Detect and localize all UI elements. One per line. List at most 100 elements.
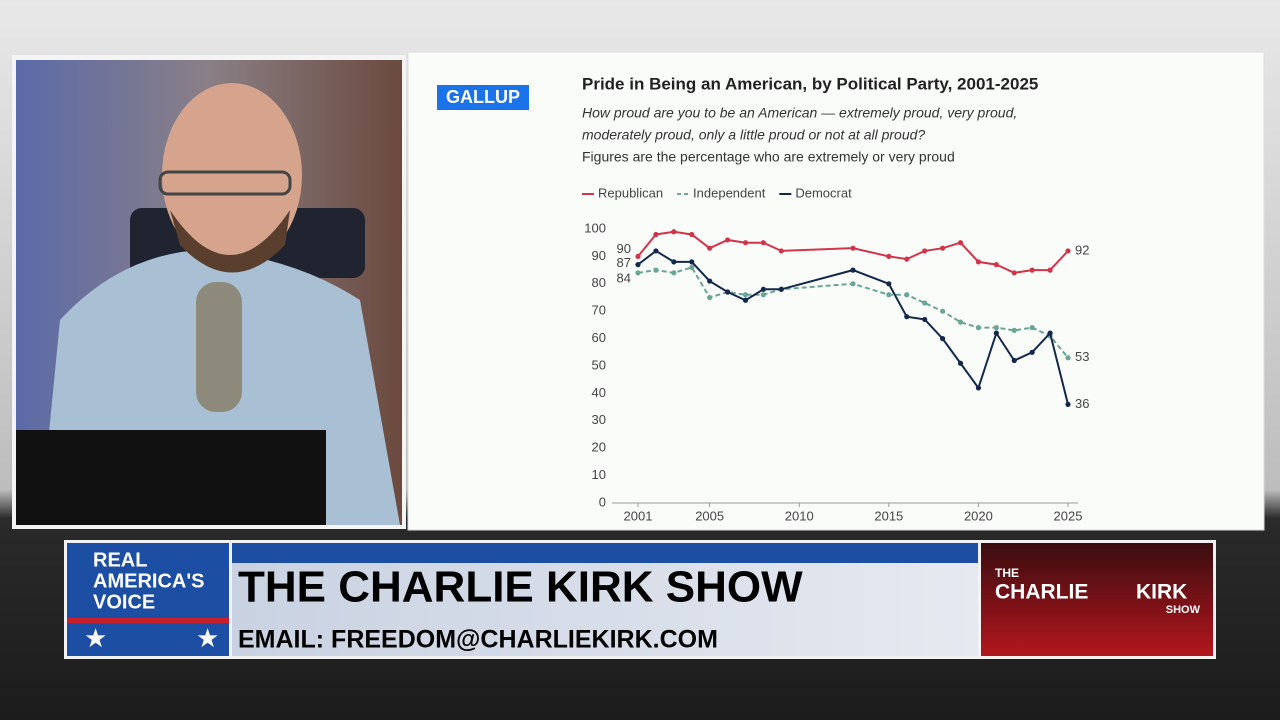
data-point (886, 253, 892, 259)
data-point (904, 256, 910, 262)
logo-box (437, 85, 529, 110)
x-tick-label: 2001 (624, 508, 653, 523)
data-point (993, 330, 999, 336)
data-point (724, 237, 731, 243)
data-point (653, 248, 659, 254)
subtitle: moderately proud, only a little proud or… (582, 127, 925, 143)
data-point (993, 325, 999, 331)
data-point (742, 240, 749, 246)
legend-label: Independent (693, 185, 766, 200)
data-point (635, 270, 641, 276)
data-point (760, 292, 767, 298)
chart-title: Pride in Being an American, by Political… (582, 74, 1038, 93)
data-point (653, 267, 659, 273)
data-point (635, 262, 641, 268)
data-point (707, 245, 713, 251)
logo: GALLUP (446, 87, 520, 107)
x-tick-label: 2015 (874, 508, 903, 523)
data-label: 87 (617, 255, 631, 270)
note: Figures are the percentage who are extre… (582, 149, 955, 165)
x-tick-label: 2020 (964, 508, 993, 523)
legend-label: Republican (598, 185, 663, 200)
show-logo: KIRK (1136, 581, 1187, 604)
x-tick-label: 2025 (1054, 508, 1083, 523)
x-tick-label: 2005 (695, 508, 724, 523)
show-title: THE CHARLIE KIRK SHOW (238, 563, 803, 612)
data-point (1047, 267, 1053, 273)
data-point (778, 286, 784, 292)
y-tick-label: 90 (592, 248, 606, 263)
network-logo: AMERICA'S (93, 570, 204, 592)
data-point (760, 286, 767, 292)
y-tick-label: 70 (592, 303, 606, 318)
y-tick-label: 30 (592, 412, 606, 427)
legend-label: Democrat (795, 185, 852, 200)
subtitle: How proud are you to be an American — ex… (582, 105, 1017, 121)
data-point (957, 360, 964, 366)
data-point (778, 248, 784, 254)
y-tick-label: 100 (584, 220, 606, 235)
data-point (1047, 330, 1053, 336)
data-point (957, 319, 964, 325)
y-tick-label: 20 (592, 440, 606, 455)
y-tick-label: 10 (592, 467, 606, 482)
chart-panel (407, 51, 1265, 531)
data-point (689, 259, 695, 265)
data-point (1011, 270, 1017, 276)
data-point (1029, 325, 1035, 331)
data-point (850, 281, 856, 287)
data-point (707, 278, 713, 284)
data-point (939, 308, 946, 314)
x-tick-label: 2010 (785, 508, 814, 523)
show-logo: THE (995, 566, 1019, 580)
data-point (1011, 357, 1017, 364)
data-point (707, 294, 713, 301)
data-point (850, 267, 856, 273)
data-point (671, 229, 677, 235)
star: ★ (84, 623, 107, 653)
data-point (1065, 401, 1071, 407)
data-label: 53 (1075, 349, 1089, 364)
data-point (975, 259, 982, 265)
data-point (1011, 327, 1017, 333)
data-point (904, 314, 910, 320)
show-logo: SHOW (1166, 604, 1201, 616)
data-point (939, 336, 946, 342)
data-point (904, 292, 910, 298)
data-point (671, 259, 677, 265)
data-point (922, 316, 928, 323)
data-point (653, 231, 659, 238)
show-logo: CHARLIE (995, 581, 1088, 604)
data-point (939, 245, 946, 251)
data-point (760, 240, 767, 246)
data-label: 36 (1075, 396, 1089, 411)
camera-feed (12, 55, 406, 529)
data-point (742, 292, 749, 298)
data-point (1065, 248, 1071, 254)
data-point (975, 325, 982, 331)
email: EMAIL: FREEDOM@CHARLIEKIRK.COM (238, 626, 718, 654)
data-point (993, 262, 999, 268)
data-point (886, 292, 892, 298)
data-point (1029, 349, 1035, 355)
y-tick-label: 0 (599, 494, 606, 509)
data-point (957, 240, 964, 246)
data-point (671, 270, 677, 276)
data-label: 84 (617, 270, 631, 285)
data-label: 92 (1075, 242, 1089, 257)
data-point (1029, 267, 1035, 273)
data-point (742, 297, 749, 303)
star: ★ (196, 623, 219, 653)
data-point (635, 253, 641, 259)
data-point (922, 300, 928, 306)
data-point (850, 245, 856, 251)
network-logo: REAL (93, 549, 147, 571)
y-tick-label: 60 (592, 330, 606, 345)
banner: ★ ★ (64, 540, 1216, 659)
data-point (689, 231, 695, 238)
data-point (689, 264, 695, 270)
data-point (975, 385, 982, 391)
y-tick-label: 50 (592, 357, 606, 372)
